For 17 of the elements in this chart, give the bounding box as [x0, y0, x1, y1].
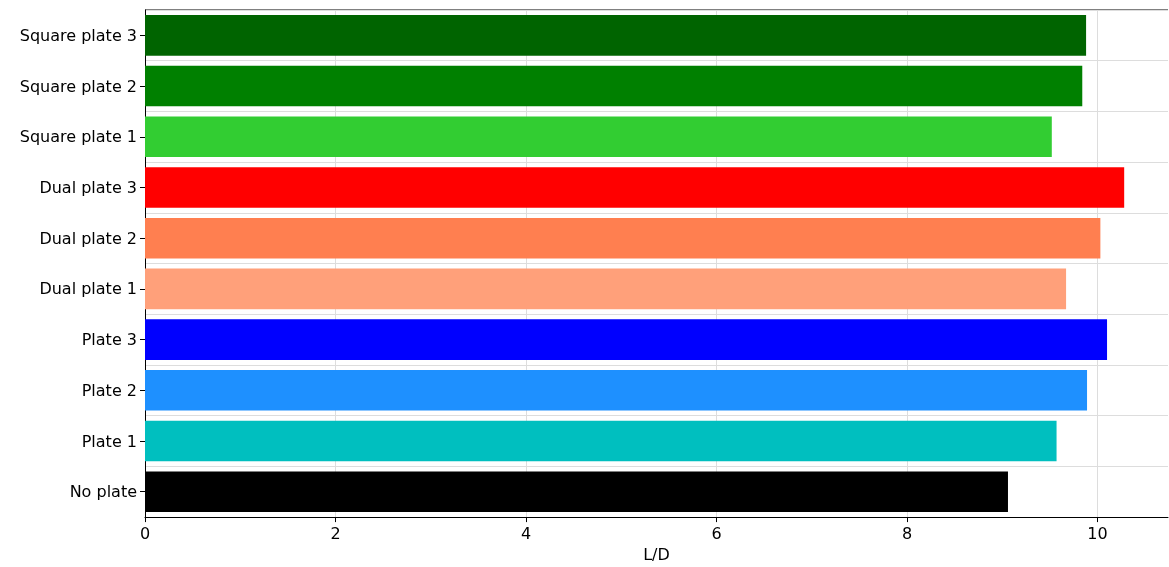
x-tick-label: 10	[1087, 523, 1108, 543]
y-tick-label: Dual plate 1	[39, 279, 137, 299]
y-tick-label: Square plate 2	[19, 76, 137, 96]
y-tick-label: Dual plate 3	[39, 177, 137, 197]
y-tick-label: Plate 2	[81, 380, 137, 400]
x-tick-label: 6	[711, 523, 722, 543]
x-axis-title: L/D	[643, 544, 670, 564]
x-tick-label: 8	[901, 523, 913, 543]
y-tick-label: Square plate 3	[19, 25, 137, 45]
y-tick-label: Square plate 1	[19, 127, 137, 147]
y-tick-label: No plate	[69, 482, 137, 502]
x-tick-label: 0	[139, 523, 151, 543]
y-tick-label: Plate 3	[81, 330, 137, 350]
y-tick-label: Plate 1	[81, 431, 137, 451]
x-tick-label: 4	[520, 523, 532, 543]
x-tick-label: 2	[330, 523, 341, 543]
y-tick-label: Dual plate 2	[39, 228, 137, 248]
